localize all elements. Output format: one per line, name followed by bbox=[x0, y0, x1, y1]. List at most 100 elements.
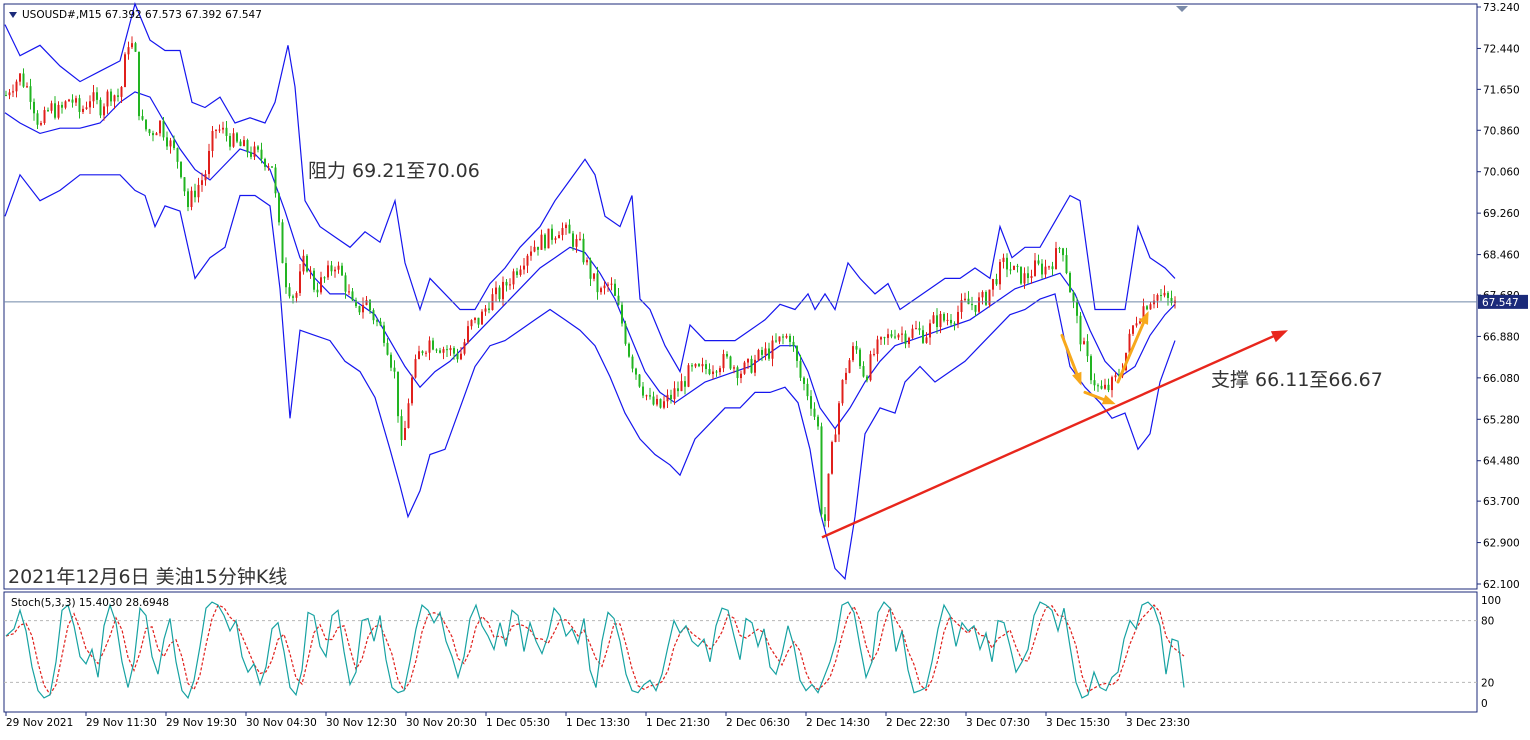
candle-body bbox=[1111, 377, 1113, 391]
candle-body bbox=[1167, 292, 1169, 298]
candle-body bbox=[631, 356, 634, 369]
candle-body bbox=[362, 305, 364, 313]
candle-body bbox=[425, 352, 427, 354]
candle-body bbox=[848, 360, 851, 373]
current-price-tag bbox=[1478, 294, 1528, 309]
candle-body bbox=[771, 340, 774, 359]
candle-body bbox=[75, 98, 77, 103]
candle-body bbox=[628, 343, 630, 357]
candle-body bbox=[138, 51, 140, 117]
candle-body bbox=[1118, 375, 1120, 377]
candle-body bbox=[736, 367, 739, 379]
candle-body bbox=[1027, 273, 1029, 279]
candle-body bbox=[939, 313, 942, 328]
candle-body bbox=[218, 129, 221, 131]
candle-body bbox=[743, 362, 746, 374]
menu-triangle-icon[interactable] bbox=[9, 12, 17, 18]
candle-body bbox=[799, 360, 802, 378]
candle-body bbox=[505, 281, 508, 286]
candle-body bbox=[341, 265, 343, 276]
scroll-marker-icon[interactable] bbox=[1176, 6, 1188, 12]
candle-body bbox=[568, 224, 571, 234]
candle-body bbox=[705, 364, 707, 370]
candle-body bbox=[1006, 257, 1008, 270]
candle-body bbox=[197, 184, 200, 198]
candle-body bbox=[1097, 385, 1099, 387]
candle-body bbox=[915, 328, 917, 330]
candle-body bbox=[159, 120, 161, 134]
candle-body bbox=[572, 233, 574, 247]
candle-body bbox=[407, 403, 410, 428]
candle-body bbox=[47, 110, 49, 112]
candle-body bbox=[624, 323, 627, 344]
candle-body bbox=[120, 87, 123, 97]
candle-body bbox=[656, 398, 658, 405]
time-tick-label: 2 Dec 06:30 bbox=[726, 717, 790, 729]
candle-body bbox=[1132, 325, 1134, 334]
candle-body bbox=[33, 101, 35, 114]
candle-body bbox=[1062, 248, 1064, 256]
candle-body bbox=[1048, 266, 1050, 268]
candle-body bbox=[764, 348, 767, 355]
pattern-arrow bbox=[1116, 313, 1149, 384]
candle-body bbox=[1149, 304, 1152, 310]
candle-body bbox=[96, 92, 98, 100]
candle-body bbox=[614, 283, 616, 296]
candle-body bbox=[729, 356, 732, 369]
candle-body bbox=[344, 275, 347, 292]
candle-body bbox=[1013, 265, 1015, 270]
candle-body bbox=[29, 86, 32, 102]
candle-body bbox=[838, 403, 840, 435]
candle-body bbox=[1041, 263, 1043, 275]
candle-body bbox=[932, 315, 935, 324]
candle-body bbox=[768, 348, 770, 359]
candle-body bbox=[180, 161, 182, 178]
candle-body bbox=[687, 365, 690, 387]
candle-body bbox=[859, 349, 861, 367]
candle-body bbox=[211, 130, 214, 151]
candle-body bbox=[85, 107, 88, 109]
candle-body bbox=[950, 319, 952, 324]
stoch-level-label: 20 bbox=[1481, 677, 1494, 689]
candle-body bbox=[936, 315, 938, 328]
candle-body bbox=[509, 284, 511, 286]
time-tick-label: 3 Dec 07:30 bbox=[966, 717, 1030, 729]
candle-body bbox=[183, 177, 186, 192]
candle-body bbox=[229, 135, 231, 147]
price-tick-label: 71.650 bbox=[1483, 84, 1520, 96]
pattern-arrowhead-icon bbox=[1072, 371, 1082, 386]
candle-body bbox=[12, 91, 14, 93]
candle-body bbox=[1156, 294, 1159, 301]
candle-body bbox=[978, 297, 980, 312]
candle-body bbox=[596, 273, 599, 293]
candle-body bbox=[453, 348, 455, 354]
candle-body bbox=[1146, 306, 1148, 310]
candle-body bbox=[1069, 273, 1071, 293]
candle-body bbox=[131, 43, 133, 48]
price-tick-label: 70.860 bbox=[1483, 125, 1520, 137]
candle-body bbox=[642, 386, 644, 396]
symbol-header: USOUSD#,M15 67.392 67.573 67.392 67.547 bbox=[22, 9, 262, 21]
candle-body bbox=[5, 95, 7, 97]
candle-body bbox=[957, 311, 959, 324]
candle-body bbox=[1139, 320, 1141, 324]
candle-body bbox=[1030, 276, 1033, 279]
candle-body bbox=[911, 328, 914, 338]
candle-body bbox=[1135, 323, 1138, 326]
candle-body bbox=[337, 265, 340, 270]
candle-body bbox=[446, 349, 448, 351]
bollinger-upper-band bbox=[4, 2, 1176, 374]
candle-body bbox=[421, 351, 424, 353]
candle-body bbox=[1037, 260, 1040, 264]
candle-body bbox=[397, 371, 399, 417]
candle-body bbox=[673, 388, 676, 400]
candle-body bbox=[134, 43, 137, 52]
candle-body bbox=[414, 359, 417, 378]
candle-body bbox=[57, 104, 60, 118]
candle-body bbox=[645, 395, 648, 397]
candle-body bbox=[684, 381, 686, 387]
candle-body bbox=[922, 330, 924, 343]
candle-body bbox=[638, 374, 641, 387]
candle-body bbox=[834, 434, 837, 443]
candle-body bbox=[866, 376, 868, 381]
